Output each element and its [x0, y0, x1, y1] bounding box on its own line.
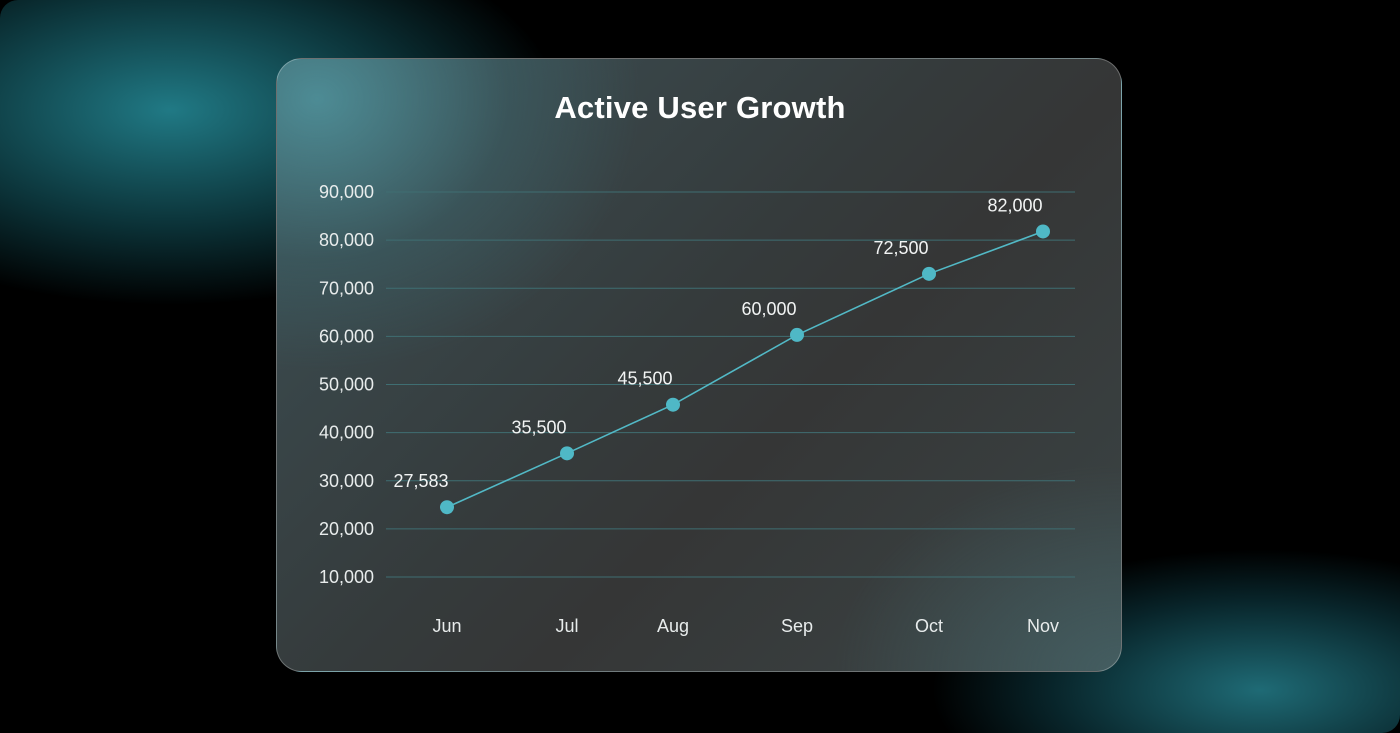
- y-tick-label: 90,000: [319, 182, 374, 202]
- data-point[interactable]: [440, 500, 454, 515]
- gridlines: [386, 191, 1075, 578]
- data-label: 45,500: [617, 369, 672, 389]
- data-label: 60,000: [741, 299, 796, 319]
- data-point[interactable]: [560, 446, 574, 461]
- x-axis-ticks: Jun Jul Aug Sep Oct Nov: [432, 616, 1059, 636]
- y-tick-label: 50,000: [319, 375, 374, 395]
- series-polyline: [446, 230, 1044, 508]
- chart-card: [276, 58, 1122, 672]
- y-tick-label: 60,000: [319, 326, 374, 346]
- x-tick-label: Nov: [1027, 616, 1059, 636]
- y-tick-label: 40,000: [319, 423, 374, 443]
- y-tick-label: 30,000: [319, 471, 374, 491]
- data-label: 82,000: [987, 195, 1042, 215]
- data-label: 27,583: [393, 471, 448, 491]
- y-tick-label: 20,000: [319, 519, 374, 539]
- x-tick-label: Oct: [915, 616, 943, 636]
- data-labels: 27,583 35,500 45,500 60,000 72,500 82,000: [393, 195, 1042, 491]
- data-label: 35,500: [511, 417, 566, 437]
- y-tick-label: 80,000: [319, 230, 374, 250]
- data-points: [440, 224, 1050, 515]
- x-tick-label: Jun: [432, 616, 461, 636]
- y-tick-label: 10,000: [319, 567, 374, 587]
- data-point[interactable]: [1036, 224, 1050, 239]
- x-tick-label: Aug: [657, 616, 689, 636]
- data-point[interactable]: [790, 327, 804, 342]
- y-axis-ticks: 10,000 20,000 30,000 40,000 50,000 60,000 70,0…: [319, 182, 374, 587]
- y-tick-label: 70,000: [319, 278, 374, 298]
- x-tick-label: Sep: [781, 616, 813, 636]
- data-point[interactable]: [666, 397, 680, 412]
- data-label: 72,500: [873, 238, 928, 258]
- series-line: [446, 230, 1044, 508]
- chart-title: Active User Growth: [554, 90, 846, 125]
- data-point[interactable]: [922, 266, 936, 281]
- x-tick-label: Jul: [555, 616, 578, 636]
